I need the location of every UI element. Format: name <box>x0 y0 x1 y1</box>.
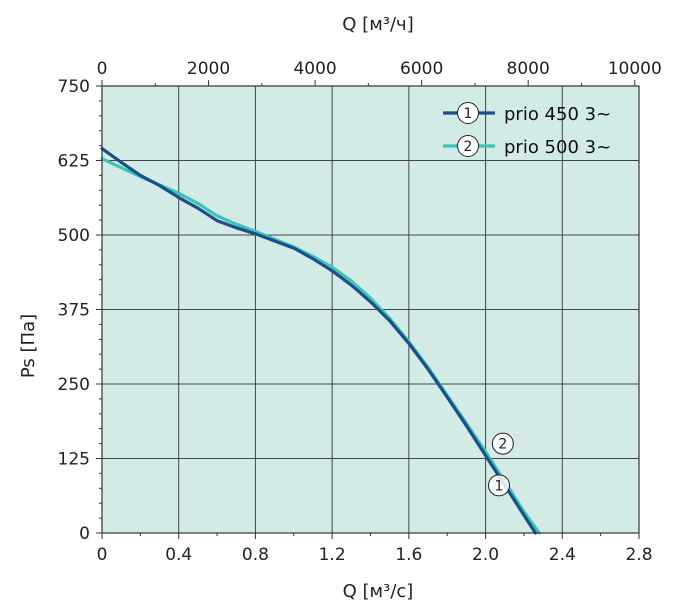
x-tick-label: 0.8 <box>242 545 269 565</box>
y-tick-label: 250 <box>58 375 90 395</box>
curve-marker-2: 2 <box>491 432 514 455</box>
x2-tick-label: 6000 <box>400 59 443 79</box>
y-tick-label: 0 <box>79 524 90 544</box>
x-axis-title: Q [м³/с] <box>343 581 414 602</box>
legend: 1 prio 450 3~ 2 prio 500 3~ <box>443 102 611 158</box>
x-tick-label: 1.2 <box>319 545 346 565</box>
x2-tick-label: 10000 <box>608 59 662 79</box>
legend-item-2: 2 prio 500 3~ <box>443 135 611 158</box>
y-tick-label: 625 <box>58 152 90 172</box>
legend-label: prio 500 3~ <box>504 137 611 158</box>
legend-label: prio 450 3~ <box>504 104 611 125</box>
x2-tick-label: 0 <box>97 59 108 79</box>
x-tick-label: 1.6 <box>395 545 422 565</box>
legend-item-1: 1 prio 450 3~ <box>443 102 611 125</box>
curve-marker-number: 2 <box>498 437 507 453</box>
y-tick-label: 500 <box>58 226 90 246</box>
curve-marker-circle <box>487 474 510 497</box>
axes <box>96 80 640 539</box>
x-tick-label: 0.4 <box>165 545 192 565</box>
grid-lines <box>102 86 639 533</box>
x2-tick-label: 2000 <box>187 59 230 79</box>
series-line-1 <box>100 147 537 535</box>
series-layer <box>100 147 541 535</box>
x-tick-label: 2.0 <box>472 545 499 565</box>
legend-marker-number: 1 <box>464 106 473 122</box>
curve-marker-circle <box>491 432 514 455</box>
x-tick-label: 2.8 <box>625 545 652 565</box>
x2-tick-label: 4000 <box>293 59 336 79</box>
y-axis-title: Ps [Па] <box>18 314 39 378</box>
y-tick-label: 125 <box>58 450 90 470</box>
x-tick-label: 0 <box>97 545 108 565</box>
legend-marker-circle <box>457 102 479 124</box>
curve-markers: 12 <box>487 432 514 497</box>
x2-axis-title: Q [м³/ч] <box>342 14 413 35</box>
curve-marker-1: 1 <box>487 474 510 497</box>
x-tick-label: 2.4 <box>549 545 576 565</box>
legend-marker-number: 2 <box>464 139 473 155</box>
tick-labels: 0 0.4 0.8 1.2 1.6 2.0 2.4 2.8 0 125 250 375 500 625 75… <box>58 59 662 565</box>
y-tick-label: 375 <box>58 301 90 321</box>
y-tick-label: 750 <box>58 77 90 97</box>
curve-marker-number: 1 <box>495 478 504 494</box>
legend-marker-circle <box>457 135 479 157</box>
x2-tick-label: 8000 <box>507 59 550 79</box>
